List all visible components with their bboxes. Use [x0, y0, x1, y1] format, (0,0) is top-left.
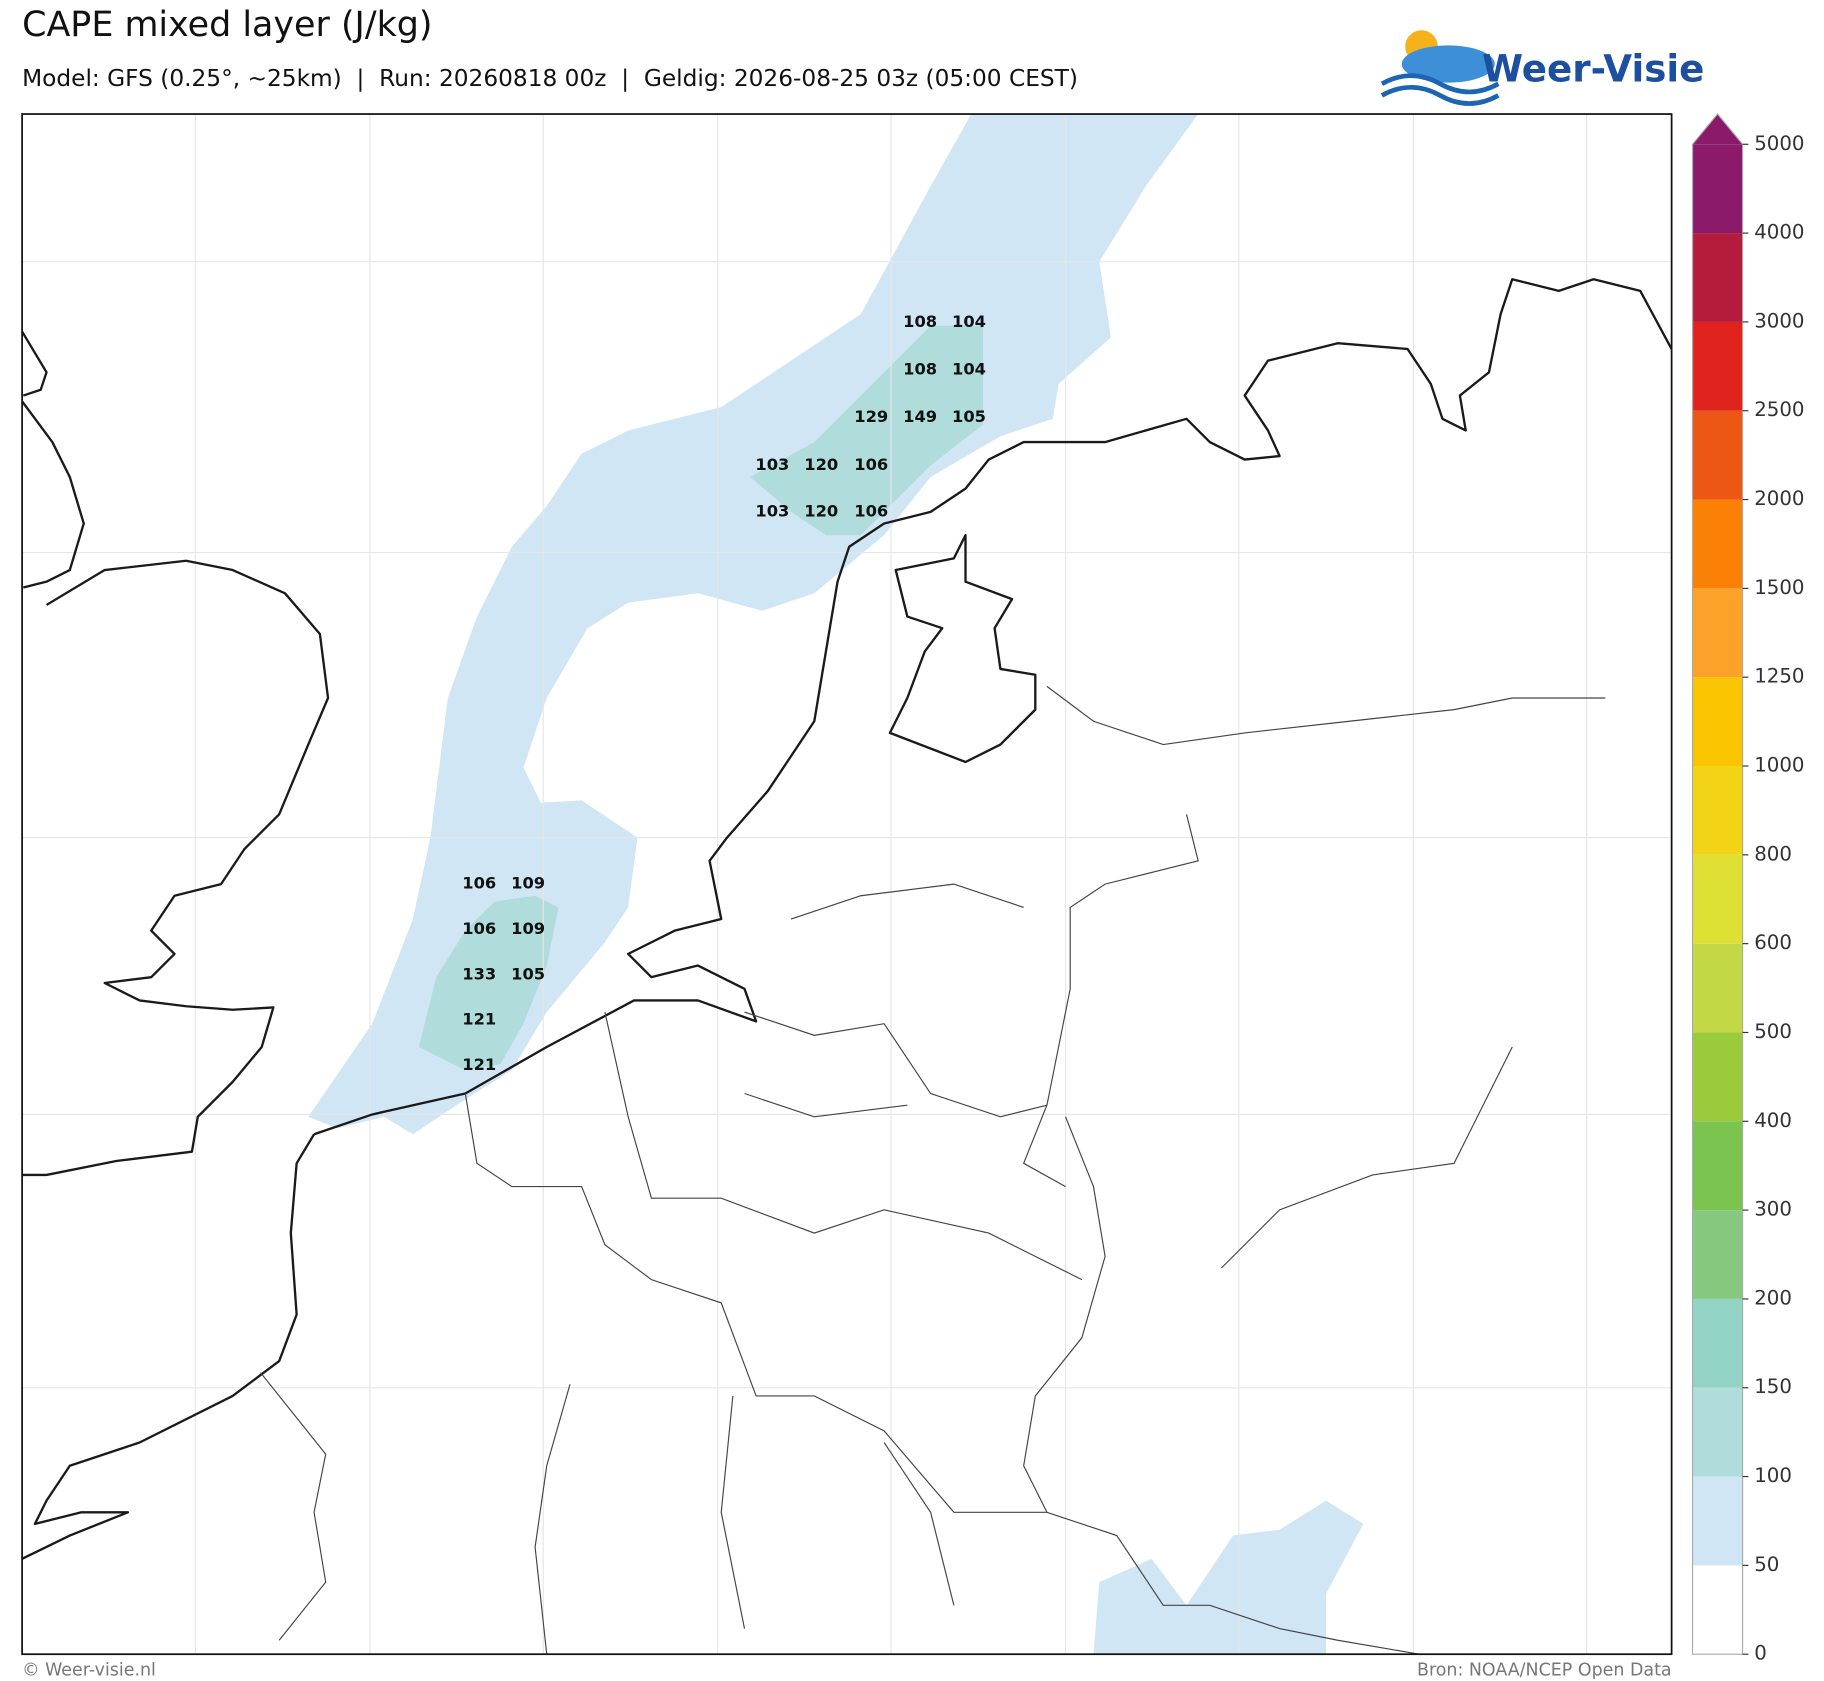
map — [21, 113, 1673, 1656]
cape-area — [1093, 1500, 1364, 1655]
colorbar-tick-label: 800 — [1754, 842, 1792, 865]
coastline — [21, 1133, 316, 1560]
value-label: 106 — [854, 455, 888, 474]
colorbar-band — [1692, 854, 1743, 944]
credit: © Weer-visie.nl — [22, 1660, 156, 1680]
colorbar-tick-label: 300 — [1754, 1198, 1792, 1221]
colorbar-tick-label: 200 — [1754, 1286, 1792, 1309]
colorbar-tick-label: 100 — [1754, 1464, 1792, 1487]
colorbar-tick-label: 1000 — [1754, 754, 1804, 777]
coastline — [888, 533, 1037, 764]
colorbar-tick-label: 2500 — [1754, 398, 1804, 421]
value-label: 121 — [462, 1010, 496, 1029]
colorbar-extend — [1692, 114, 1743, 145]
value-label: 121 — [462, 1055, 496, 1074]
value-label: 106 — [854, 501, 888, 520]
colorbar-tick-label: 4000 — [1754, 221, 1804, 244]
coastline — [22, 559, 330, 1177]
value-label: 149 — [903, 407, 937, 426]
logo-cloud — [1401, 45, 1495, 83]
value-label: 105 — [511, 964, 545, 983]
colorbar-band — [1692, 1476, 1743, 1566]
value-label: 105 — [952, 407, 986, 426]
value-label: 104 — [952, 359, 986, 378]
value-label: 103 — [755, 501, 789, 520]
value-label: 106 — [462, 874, 496, 893]
colorbar-band — [1692, 233, 1743, 322]
colorbar-tick-label: 1500 — [1754, 576, 1804, 599]
colorbar-band — [1692, 677, 1743, 767]
value-label: 109 — [511, 919, 545, 938]
value-label: 120 — [804, 455, 838, 474]
colorbar-tick-label: 400 — [1754, 1109, 1792, 1132]
country-border — [464, 814, 1420, 1655]
cape-area — [750, 325, 983, 536]
value-label: 129 — [854, 407, 888, 426]
value-label: 104 — [952, 312, 986, 331]
cape-area — [418, 895, 559, 1071]
colorbar-band — [1692, 588, 1743, 678]
colorbar-band — [1692, 943, 1743, 1033]
logo-waves — [1380, 73, 1500, 106]
colorbar-tick-label: 1250 — [1754, 665, 1804, 688]
coastline — [21, 330, 85, 589]
colorbar-band — [1692, 1121, 1743, 1211]
colorbar-band — [1692, 144, 1743, 234]
logo-text: Weer-Visie — [1482, 46, 1704, 90]
colorbar-tick-label: 500 — [1754, 1020, 1792, 1043]
map-frame — [21, 113, 1673, 1656]
region-border — [260, 685, 1606, 1655]
value-label: 103 — [755, 455, 789, 474]
colorbar-tick-label: 150 — [1754, 1375, 1792, 1398]
colorbar-band — [1692, 766, 1743, 855]
colorbar-tick-label: 0 — [1754, 1642, 1767, 1665]
colorbar-outline — [1691, 113, 1744, 1655]
colorbar-band — [1692, 321, 1743, 411]
value-label: 133 — [462, 964, 496, 983]
colorbar-tick-label: 2000 — [1754, 487, 1804, 510]
colorbar-tick-label: 5000 — [1754, 132, 1804, 155]
value-label: 106 — [462, 919, 496, 938]
value-label: 109 — [511, 874, 545, 893]
value-label: 108 — [903, 359, 937, 378]
colorbar-tick-label: 3000 — [1754, 309, 1804, 332]
coastline — [313, 278, 1673, 1136]
colorbar-band — [1692, 1565, 1743, 1655]
subtitle: Model: GFS (0.25°, ~25km) | Run: 2026081… — [22, 65, 1078, 92]
colorbar-band — [1692, 1387, 1743, 1477]
value-labels: 108 104 108 104 129 149 105 103 120 106 103 120 106 1… — [462, 312, 986, 1074]
colorbar-band — [1692, 410, 1743, 500]
value-label: 108 — [903, 312, 937, 331]
colorbar: 0 50 100 150 200 300 400 500 600 800 1000 1250 1500 2… — [1691, 113, 1805, 1665]
colorbar-band — [1692, 1298, 1743, 1388]
colorbar-band — [1692, 499, 1743, 589]
colorbar-band — [1692, 1210, 1743, 1299]
colorbar-tick-label: 600 — [1754, 931, 1792, 954]
colorbar-tick-label: 50 — [1754, 1553, 1779, 1576]
source: Bron: NOAA/NCEP Open Data — [1417, 1660, 1672, 1680]
value-label: 120 — [804, 501, 838, 520]
colorbar-band — [1692, 1032, 1743, 1122]
title: CAPE mixed layer (J/kg) — [22, 5, 432, 45]
logo: Weer-Visie — [1380, 30, 1704, 106]
